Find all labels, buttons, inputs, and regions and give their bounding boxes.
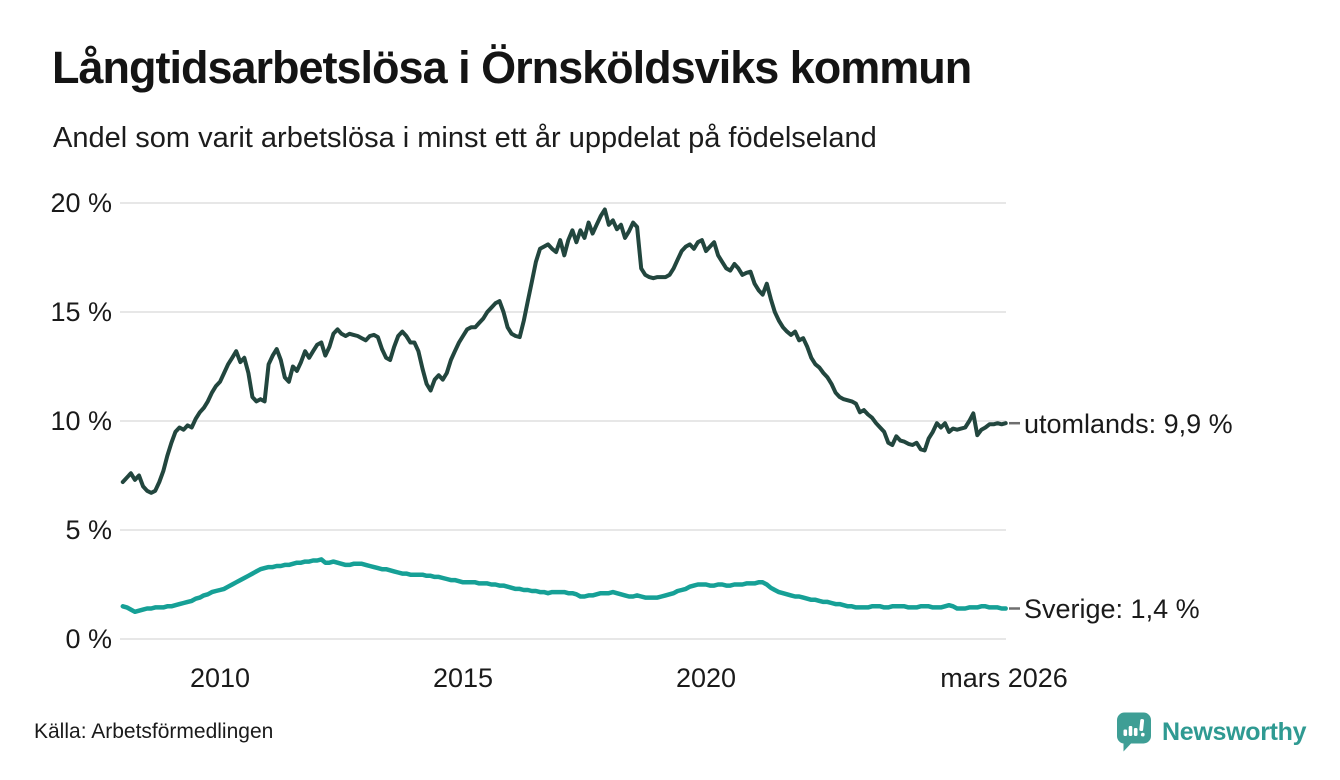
newsworthy-logo-icon — [1116, 712, 1151, 752]
x-axis-tick: 2020 — [675, 663, 737, 693]
y-axis-tick: 0 % — [65, 624, 112, 654]
newsworthy-logo: Newsworthy — [1115, 711, 1307, 753]
x-axis-tick: mars 2026 — [940, 663, 1068, 693]
page-title: Långtidsarbetslösa i Örnsköldsviks kommu… — [52, 42, 972, 93]
y-axis-tick: 10 % — [50, 406, 112, 436]
y-axis-tick: 5 % — [65, 515, 112, 545]
newsworthy-logo-text: Newsworthy — [1162, 717, 1307, 746]
x-axis-tick: 2010 — [189, 663, 251, 693]
utomlands-line — [120, 207, 1008, 495]
series-label-sverige: Sverige: 1,4 % — [1024, 594, 1200, 624]
y-axis-tick: 20 % — [50, 188, 112, 218]
series-label-utomlands: utomlands: 9,9 % — [1024, 409, 1233, 439]
sverige-line — [120, 557, 1008, 615]
x-axis-tick: 2015 — [432, 663, 494, 693]
page-subtitle: Andel som varit arbetslösa i minst ett å… — [53, 122, 877, 154]
y-axis-tick: 15 % — [50, 297, 112, 327]
source-note: Källa: Arbetsförmedlingen — [34, 720, 274, 743]
